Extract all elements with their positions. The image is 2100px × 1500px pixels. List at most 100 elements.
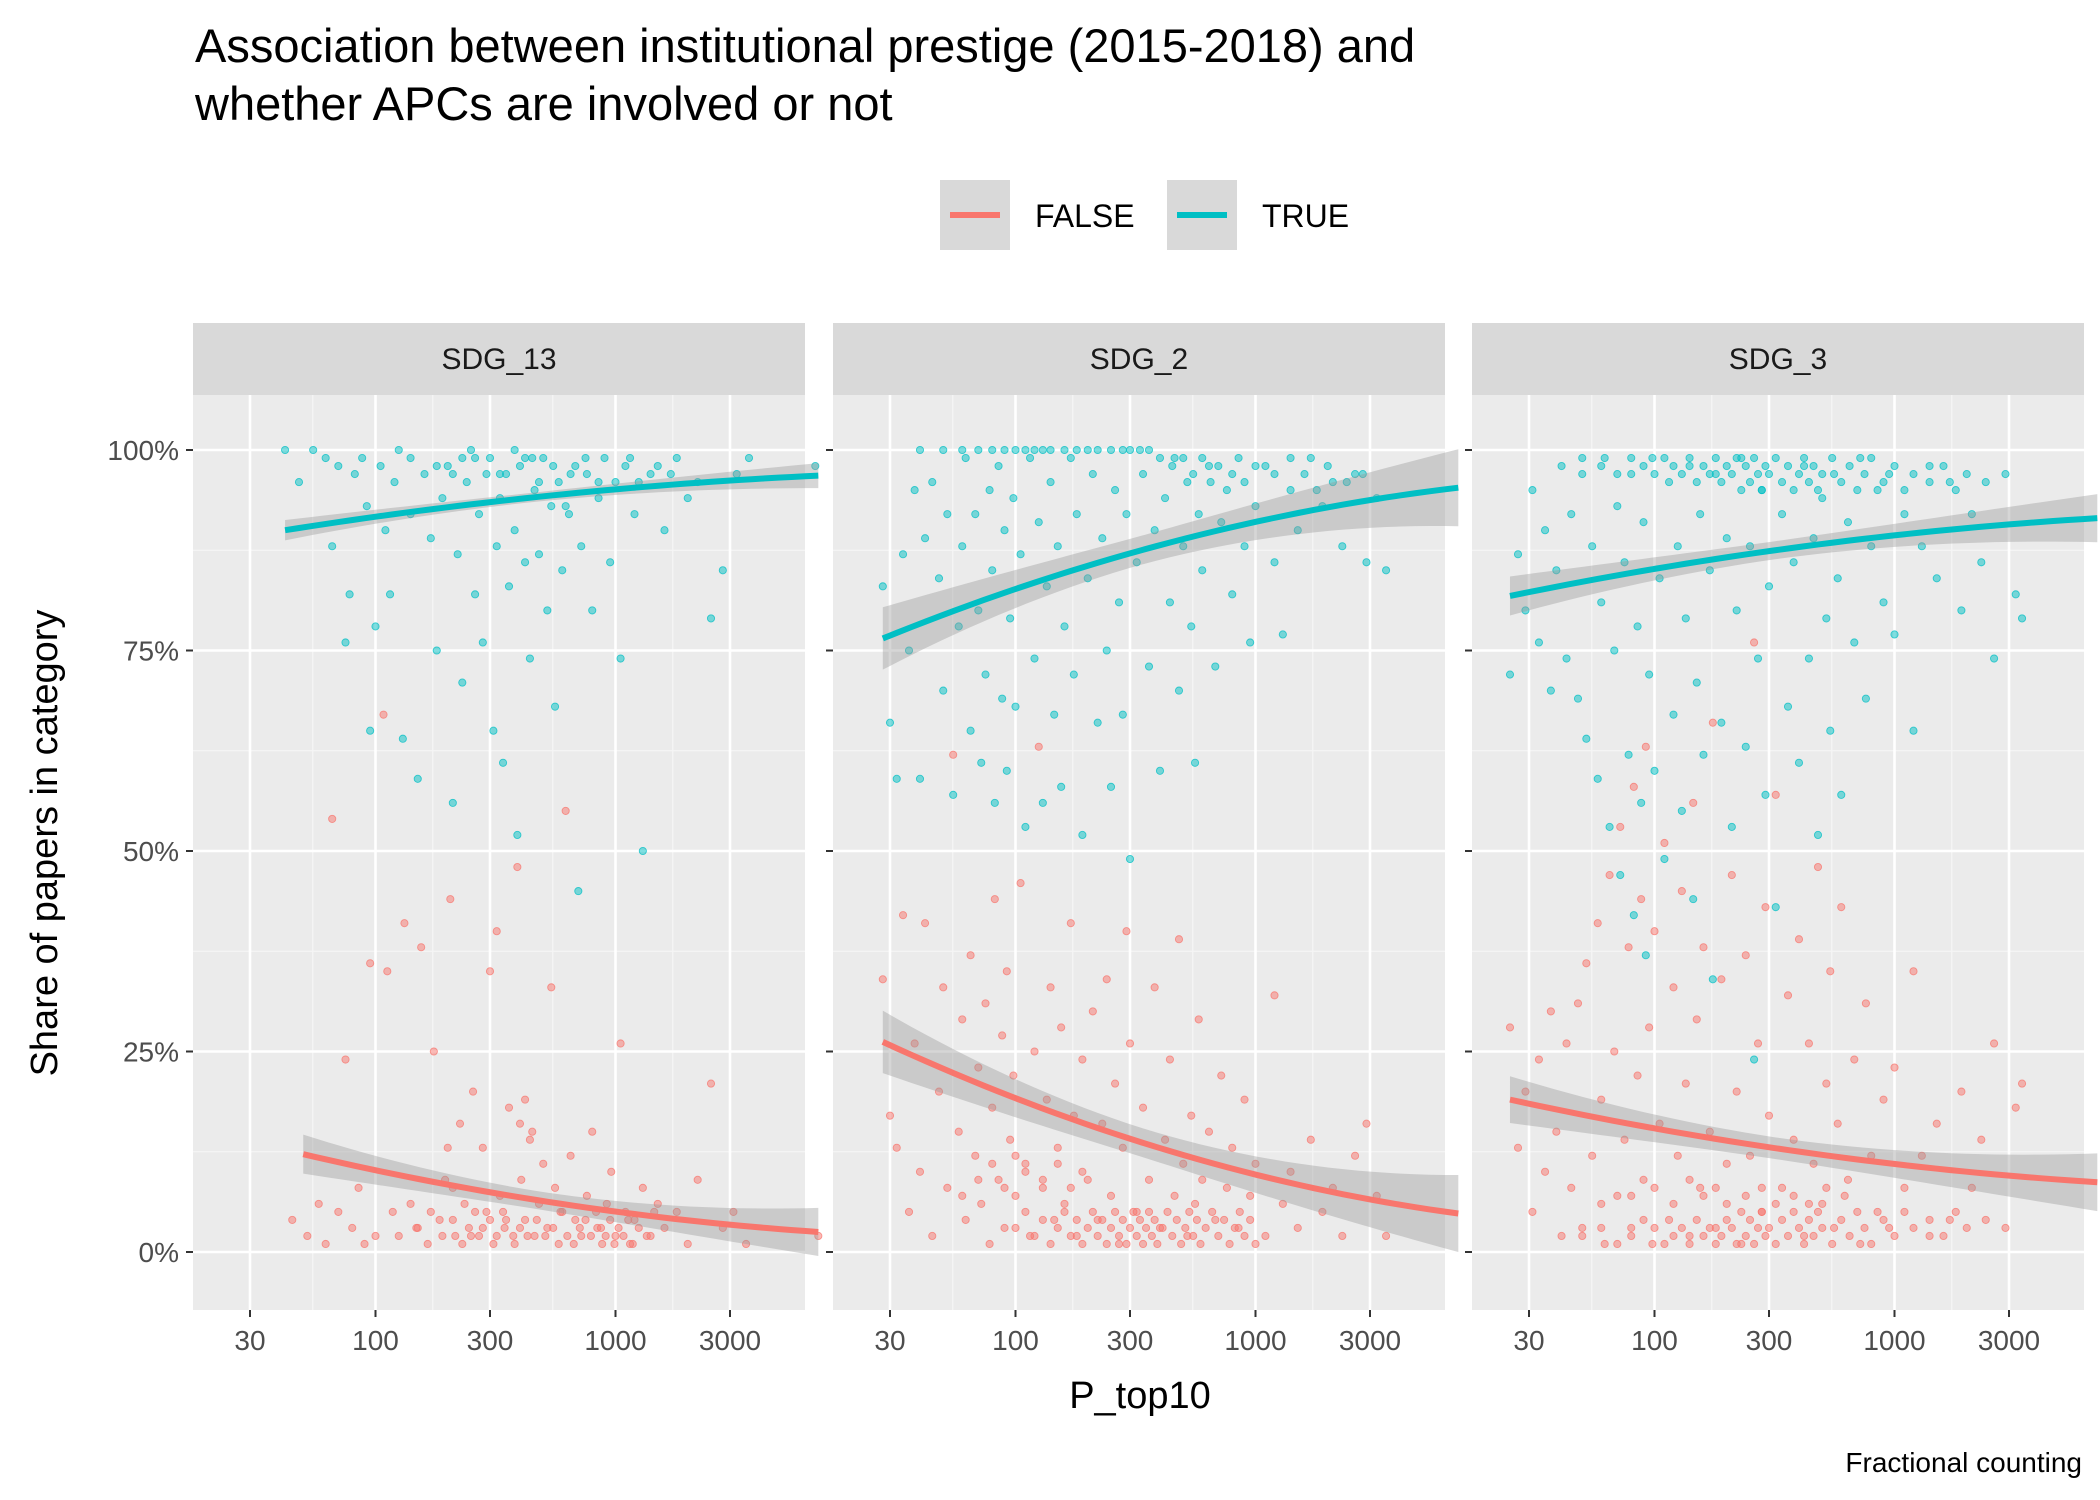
data-point bbox=[504, 1103, 514, 1112]
data-point bbox=[1641, 951, 1650, 960]
data-point bbox=[1732, 453, 1741, 463]
data-point bbox=[943, 1183, 952, 1192]
data-point bbox=[1191, 758, 1200, 767]
data-point bbox=[1925, 1215, 1934, 1224]
data-point bbox=[994, 1175, 1003, 1184]
data-point bbox=[998, 694, 1007, 703]
data-point bbox=[1118, 445, 1127, 455]
data-point bbox=[478, 638, 487, 647]
data-point bbox=[1278, 1199, 1287, 1208]
data-point bbox=[1837, 790, 1846, 799]
legend-label-true: TRUE bbox=[1262, 198, 1349, 234]
data-point bbox=[1066, 1183, 1075, 1192]
data-point bbox=[474, 1231, 484, 1241]
data-point bbox=[1917, 542, 1926, 551]
data-point bbox=[1818, 1199, 1827, 1208]
data-point bbox=[432, 461, 441, 471]
data-point bbox=[1588, 542, 1597, 551]
data-point bbox=[1705, 566, 1714, 575]
data-point bbox=[1757, 1183, 1766, 1192]
data-point bbox=[1161, 1135, 1170, 1144]
data-point bbox=[915, 774, 925, 783]
data-point bbox=[1270, 470, 1279, 479]
data-point bbox=[958, 1015, 967, 1024]
data-point bbox=[1867, 542, 1876, 551]
data-point bbox=[1613, 502, 1622, 511]
facet-strip-label: SDG_3 bbox=[1729, 343, 1827, 376]
data-point bbox=[1745, 478, 1755, 487]
data-point bbox=[1777, 510, 1787, 519]
data-point bbox=[400, 919, 409, 928]
data-point bbox=[915, 1167, 925, 1176]
data-point bbox=[379, 710, 388, 719]
data-point bbox=[1069, 670, 1078, 679]
data-point bbox=[478, 1223, 487, 1232]
data-point bbox=[1990, 654, 1999, 663]
data-point bbox=[1685, 461, 1694, 471]
data-point bbox=[1624, 943, 1633, 952]
gridlines bbox=[193, 395, 805, 1310]
data-point bbox=[1600, 1239, 1609, 1249]
data-point bbox=[1722, 461, 1731, 471]
data-point bbox=[1645, 1023, 1654, 1032]
data-point bbox=[1951, 486, 1960, 495]
data-point bbox=[1711, 1239, 1720, 1249]
data-point bbox=[1147, 1231, 1156, 1241]
data-point bbox=[328, 542, 337, 551]
data-point bbox=[1573, 999, 1583, 1008]
data-point bbox=[309, 445, 318, 455]
data-point bbox=[1060, 622, 1069, 631]
data-point bbox=[1818, 470, 1827, 479]
data-point bbox=[594, 478, 603, 487]
data-point bbox=[1764, 1223, 1774, 1232]
data-point bbox=[1789, 1191, 1798, 1200]
data-point bbox=[646, 470, 655, 479]
data-point bbox=[985, 1239, 994, 1249]
data-point bbox=[706, 1079, 716, 1088]
data-point bbox=[1240, 542, 1249, 551]
x-tick-label: 3000 bbox=[1339, 1325, 1401, 1356]
data-point bbox=[898, 911, 908, 920]
data-point bbox=[482, 1207, 491, 1216]
data-point bbox=[1860, 470, 1869, 479]
data-point bbox=[1114, 598, 1124, 607]
data-point bbox=[1021, 1167, 1030, 1176]
facet-strip bbox=[1472, 323, 2084, 395]
data-point bbox=[2017, 1079, 2027, 1088]
data-point bbox=[345, 590, 354, 599]
y-tick-label: 50% bbox=[123, 836, 179, 867]
data-point bbox=[1132, 558, 1141, 567]
data-point bbox=[1645, 670, 1654, 679]
data-point bbox=[1046, 445, 1055, 455]
data-point bbox=[1002, 766, 1011, 775]
data-point bbox=[1505, 1023, 1515, 1032]
data-point bbox=[1813, 486, 1823, 495]
data-point bbox=[943, 510, 952, 519]
data-point bbox=[455, 1119, 465, 1128]
data-point bbox=[878, 975, 887, 984]
data-point bbox=[1890, 461, 1899, 471]
data-point bbox=[958, 542, 967, 551]
data-point bbox=[634, 1223, 643, 1232]
data-point bbox=[1732, 606, 1741, 615]
data-point bbox=[1639, 461, 1648, 471]
data-point bbox=[1856, 453, 1865, 463]
data-point bbox=[1177, 1239, 1186, 1249]
data-point bbox=[1201, 1223, 1210, 1232]
data-point bbox=[1745, 1151, 1755, 1160]
data-point bbox=[1170, 453, 1179, 463]
data-point bbox=[1098, 1215, 1107, 1224]
data-point bbox=[371, 622, 380, 631]
data-point bbox=[1192, 1215, 1201, 1224]
data-point bbox=[1050, 1215, 1059, 1224]
data-point bbox=[1909, 1223, 1918, 1232]
data-point bbox=[1925, 478, 1934, 487]
data-point bbox=[1102, 646, 1111, 655]
data-point bbox=[1885, 470, 1894, 479]
data-point bbox=[1106, 782, 1116, 791]
data-point bbox=[1957, 1087, 1966, 1096]
data-point bbox=[460, 1199, 469, 1208]
data-point bbox=[1251, 1239, 1260, 1249]
data-point bbox=[1198, 453, 1207, 463]
data-point bbox=[288, 1215, 297, 1224]
